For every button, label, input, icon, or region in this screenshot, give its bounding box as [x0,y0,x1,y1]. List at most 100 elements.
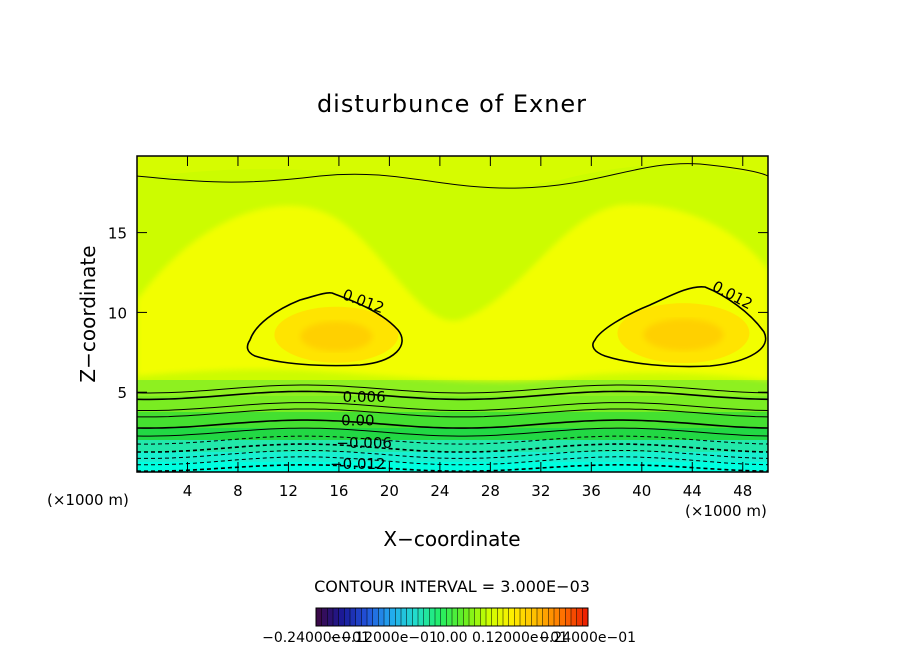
colorbar-segment [327,608,334,626]
x-tick-label: 16 [329,482,348,500]
contour-line [137,408,768,418]
colorbar-segment [333,608,340,626]
x-tick-label: 44 [683,482,702,500]
y-axis-label: Z−coordinate [76,245,100,382]
colorbar-segment [497,608,504,626]
colorbar-segment [469,608,476,626]
colorbar-segment [542,608,549,626]
contour-label: 0.006 [343,388,386,406]
colorbar-segment [350,608,357,626]
x-tick-label: 48 [733,482,752,500]
colorbar-segment [418,608,425,626]
colorbar-segment [395,608,402,626]
contour-line [137,384,768,394]
colorbar-segment [474,608,481,626]
colorbar-segment [548,608,555,626]
colorbar-segment [440,608,447,626]
colorbar-segment [412,608,419,626]
colorbar-tick-label: 0.24000e−01 [540,630,636,646]
field-band [137,396,768,412]
contour-line [137,435,768,445]
colorbar-segment [406,608,413,626]
colorbar-tick-label: 0.00 [436,630,467,646]
contour-interval-text: CONTOUR INTERVAL = 3.000E−03 [314,577,590,596]
colorbar-segment [316,608,323,626]
colorbar-segment [338,608,345,626]
colorbar-tick-label: 0.12000e−01 [472,630,568,646]
chart-title: disturbunce of Exner [317,90,587,118]
x-axis-ticks: 4 8 12 16 20 24 28 32 36 40 44 48 [183,156,752,500]
colorbar-segment [321,608,328,626]
field-band [137,440,768,452]
contour-loop-left [246,292,403,367]
contour-line [137,450,768,459]
x-tick-label: 12 [279,482,298,500]
colorbar-segment [457,608,464,626]
colorbar-segment [372,608,379,626]
colorbar-segment [503,608,510,626]
colorbar-tick-label: −0.12000e−01 [330,630,438,646]
colorbar-segment [423,608,430,626]
y-tick-label: 15 [108,225,127,243]
contour-label: −0.006 [336,434,392,452]
colorbar-segment [559,608,566,626]
contour-line [137,402,768,411]
colorbar-segment [389,608,396,626]
contour-loop-right [592,286,767,368]
colorbar-tick-label: −0.24000e−01 [262,630,370,646]
contour-line [137,464,768,472]
colorbar-segment [463,608,470,626]
contour-line [137,456,768,466]
colorbar-segment [378,608,385,626]
colorbar-segment [367,608,374,626]
y-axis-ticks: 5 10 15 [108,225,768,402]
x-tick-label: 24 [430,482,449,500]
colorbar-segment [452,608,459,626]
colorbar-segment [491,608,498,626]
field-band [137,412,768,428]
contour-line [137,390,768,401]
colorbar-segment [525,608,532,626]
colorbar-frame [315,607,589,627]
y-tick-label: 5 [117,384,127,402]
field-band [137,428,768,440]
x-unit-right: (×1000 m) [685,502,767,520]
colorbar-segment [480,608,487,626]
contour-lines [137,163,768,472]
x-tick-label: 36 [582,482,601,500]
colorbar-segment [537,608,544,626]
colorbar-segment [401,608,408,626]
field-band [137,452,768,462]
contour-field [137,156,768,472]
colorbar-segment [361,608,368,626]
x-tick-label: 4 [183,482,193,500]
colorbar [315,607,589,627]
colorbar-segment [486,608,493,626]
x-tick-label: 20 [380,482,399,500]
colorbar-tick-labels: −0.24000e−01−0.12000e−010.00 0.12000e−010… [262,630,636,646]
contour-line [137,443,768,453]
colorbar-segment [429,608,436,626]
colorbar-segment [582,608,589,626]
plot-frame [136,155,769,473]
contour-label: 0.00 [341,412,374,430]
colorbar-segment [446,608,453,626]
x-axis-label: X−coordinate [383,527,520,551]
x-tick-label: 8 [233,482,243,500]
top-band [137,156,768,187]
field-band [137,462,768,472]
x-tick-label: 40 [632,482,651,500]
colorbar-segment [355,608,362,626]
x-unit-left: (×1000 m) [47,491,129,509]
contour-line [137,419,768,429]
x-tick-label: 32 [531,482,550,500]
colorbar-segment [576,608,583,626]
core-inner-left [300,321,373,352]
colorbar-segment [520,608,527,626]
colorbar-segment [554,608,561,626]
colorbar-segment [344,608,351,626]
colorbar-segment [514,608,521,626]
colorbar-segment [384,608,391,626]
